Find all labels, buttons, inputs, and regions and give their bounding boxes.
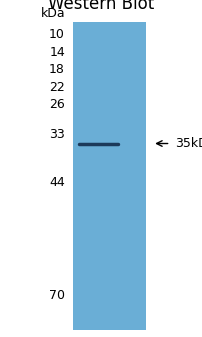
Text: kDa: kDa [40, 7, 65, 20]
Text: Western Blot: Western Blot [48, 0, 154, 13]
Text: 35kDa: 35kDa [174, 137, 202, 150]
Text: 70: 70 [49, 289, 65, 302]
Text: 33: 33 [49, 128, 65, 141]
Text: 26: 26 [49, 98, 65, 111]
Text: 44: 44 [49, 176, 65, 189]
Text: 22: 22 [49, 81, 65, 94]
Text: 10: 10 [49, 28, 65, 41]
Text: 18: 18 [49, 63, 65, 76]
Text: 14: 14 [49, 46, 65, 59]
